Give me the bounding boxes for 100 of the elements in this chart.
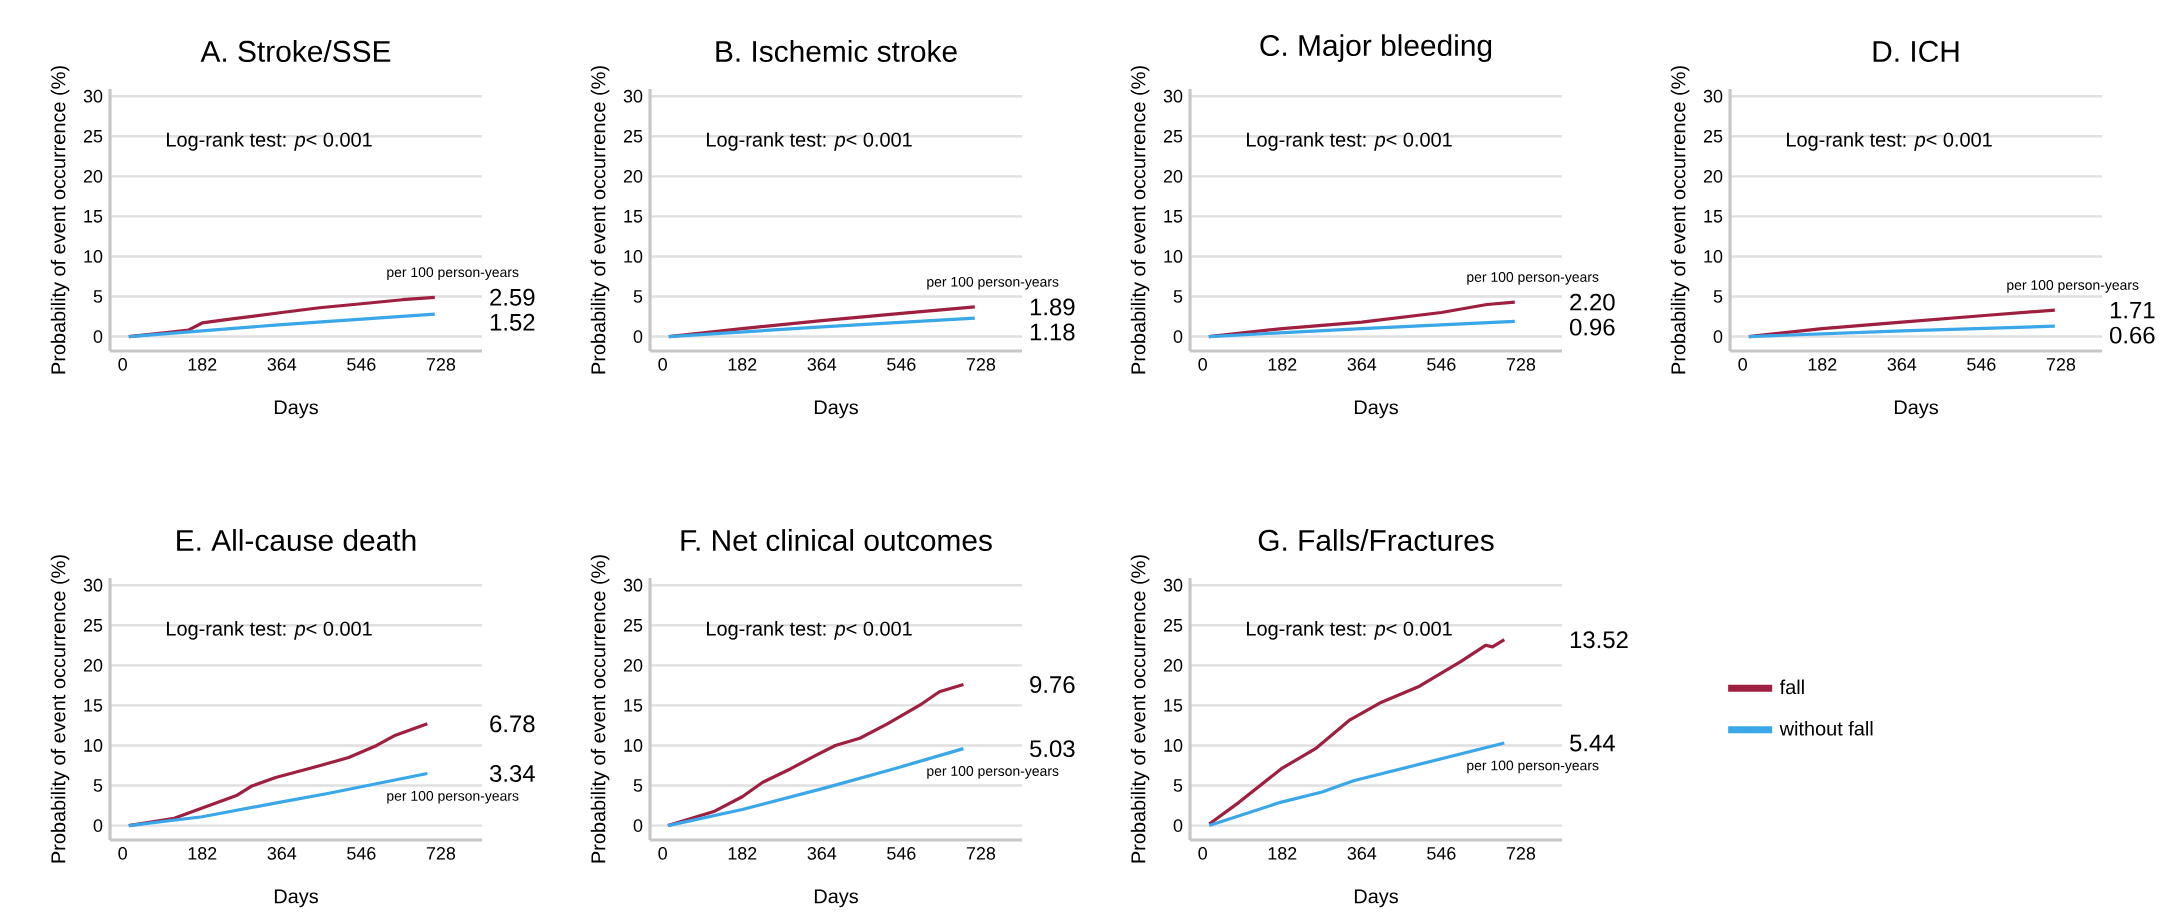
x-tick-label: 0 — [658, 847, 667, 860]
annotation: per 100 person-years — [2007, 280, 2139, 293]
y-tick-label: 30 — [1703, 89, 1723, 103]
y-axis-title: Probability of event occurrence (%) — [590, 66, 610, 374]
x-tick-label: 546 — [887, 358, 916, 371]
y-tick-label: 10 — [1164, 250, 1183, 263]
chart-title: F. Net clinical outcomes — [681, 529, 992, 551]
x-tick-label: 0 — [118, 847, 127, 860]
text: 1.18 — [1030, 323, 1075, 341]
text: 1.52 — [490, 313, 535, 331]
x-tick-label: 182 — [188, 847, 217, 860]
x-tick-label: 0 — [1738, 358, 1747, 371]
text: 3.34 — [489, 765, 535, 782]
y-tick-label: 30 — [83, 89, 103, 103]
y-axis-title: Probability of event occurrence (%) — [1670, 66, 1690, 374]
y-tick-label: 10 — [1704, 250, 1723, 263]
x-tick-label: 728 — [1506, 847, 1536, 860]
y-tick-label: 25 — [623, 618, 643, 632]
legend-label: fall — [1779, 679, 1804, 695]
x-tick-label: 182 — [1268, 358, 1297, 371]
y-tick-label: 15 — [1704, 210, 1723, 223]
text: 13.52 — [1570, 631, 1628, 649]
x-tick-label: 0 — [658, 358, 667, 371]
y-tick-label: 25 — [1163, 618, 1183, 632]
x-tick-label: 364 — [1347, 358, 1377, 371]
x-axis-title: Days — [274, 400, 318, 419]
x-tick-label: 182 — [1808, 358, 1837, 371]
y-tick-label: 15 — [624, 210, 643, 223]
y-axis-title: Probability of event occurrence (%) — [1130, 555, 1150, 863]
y-tick-label: 10 — [84, 739, 103, 752]
x-tick-label: 546 — [1427, 847, 1456, 860]
x-tick-label: 728 — [966, 847, 996, 860]
text: 9.76 — [1030, 676, 1075, 694]
annotation: Log-rank test: p< 0.001 — [1247, 132, 1452, 151]
y-tick-label: 15 — [624, 699, 643, 712]
y-axis-title: Probability of event occurrence (%) — [50, 66, 70, 374]
annotation: per 100 person-years — [927, 276, 1059, 290]
x-tick-label: 182 — [1268, 847, 1297, 860]
x-tick-label: 182 — [728, 847, 757, 860]
text: 1.71 — [2110, 301, 2155, 319]
y-tick-label: 0 — [93, 330, 103, 343]
y-tick-label: 25 — [83, 618, 103, 632]
x-tick-label: 728 — [2046, 358, 2076, 371]
y-tick-label: 10 — [624, 739, 643, 752]
chart-title: B. Ischemic stroke — [716, 40, 957, 62]
y-tick-label: 5 — [633, 290, 643, 303]
y-tick-label: 5 — [1713, 290, 1723, 303]
annotation: per 100 person-years — [1467, 272, 1599, 285]
y-tick-label: 25 — [83, 129, 103, 143]
y-axis-title: Probability of event occurrence (%) — [1130, 66, 1150, 374]
legend-label: without fall — [1779, 720, 1873, 736]
y-tick-label: 0 — [93, 819, 103, 832]
x-tick-label: 728 — [426, 358, 456, 371]
x-tick-label: 182 — [188, 358, 217, 371]
x-tick-label: 546 — [347, 358, 376, 371]
y-tick-label: 25 — [623, 129, 643, 143]
y-tick-label: 0 — [633, 330, 643, 343]
x-tick-label: 0 — [1198, 847, 1207, 860]
x-tick-label: 728 — [426, 847, 456, 860]
x-tick-label: 364 — [1347, 847, 1377, 860]
y-tick-label: 0 — [1713, 330, 1723, 343]
y-tick-label: 30 — [623, 89, 643, 103]
annotation: Log-rank test: p< 0.001 — [167, 132, 372, 151]
x-axis-title: Days — [814, 889, 858, 908]
y-tick-label: 10 — [624, 250, 643, 263]
chart-title: A. Stroke/SSE — [200, 40, 391, 62]
annotation: Log-rank test: p< 0.001 — [707, 621, 912, 640]
y-tick-label: 5 — [93, 290, 103, 303]
chart-title: G. Falls/Fractures — [1258, 529, 1494, 551]
text: 6.78 — [490, 715, 535, 733]
x-tick-label: 0 — [118, 358, 127, 371]
y-tick-label: 0 — [1173, 819, 1183, 832]
y-tick-label: 15 — [84, 699, 103, 712]
x-axis-title: Days — [274, 889, 318, 908]
y-tick-label: 20 — [1163, 658, 1183, 672]
x-tick-label: 364 — [267, 358, 297, 371]
x-tick-label: 364 — [1887, 358, 1917, 371]
y-tick-label: 30 — [1163, 578, 1183, 592]
x-tick-label: 546 — [1967, 358, 1996, 371]
y-tick-label: 20 — [623, 169, 643, 183]
y-tick-label: 5 — [1173, 779, 1183, 792]
chart-title: C. Major bleeding — [1260, 34, 1492, 62]
y-tick-label: 20 — [83, 658, 103, 672]
chart-title: E. All-cause death — [177, 529, 416, 551]
y-tick-label: 5 — [93, 779, 103, 792]
y-axis-title: Probability of event occurrence (%) — [590, 555, 610, 863]
x-tick-label: 182 — [728, 358, 757, 371]
x-tick-label: 546 — [1427, 358, 1456, 371]
text: 2.20 — [1570, 293, 1615, 311]
x-tick-label: 728 — [966, 358, 996, 371]
y-tick-label: 25 — [1703, 129, 1723, 143]
y-tick-label: 15 — [84, 210, 103, 223]
x-axis-title: Days — [814, 400, 858, 419]
annotation: per 100 person-years — [387, 790, 519, 804]
x-axis-title: Days — [1894, 400, 1939, 419]
x-axis-title: Days — [1354, 400, 1398, 419]
annotation: per 100 person-years — [927, 766, 1059, 779]
annotation: per 100 person-years — [387, 267, 519, 280]
text: 5.03 — [1030, 740, 1075, 758]
text: 0.96 — [1570, 318, 1615, 336]
